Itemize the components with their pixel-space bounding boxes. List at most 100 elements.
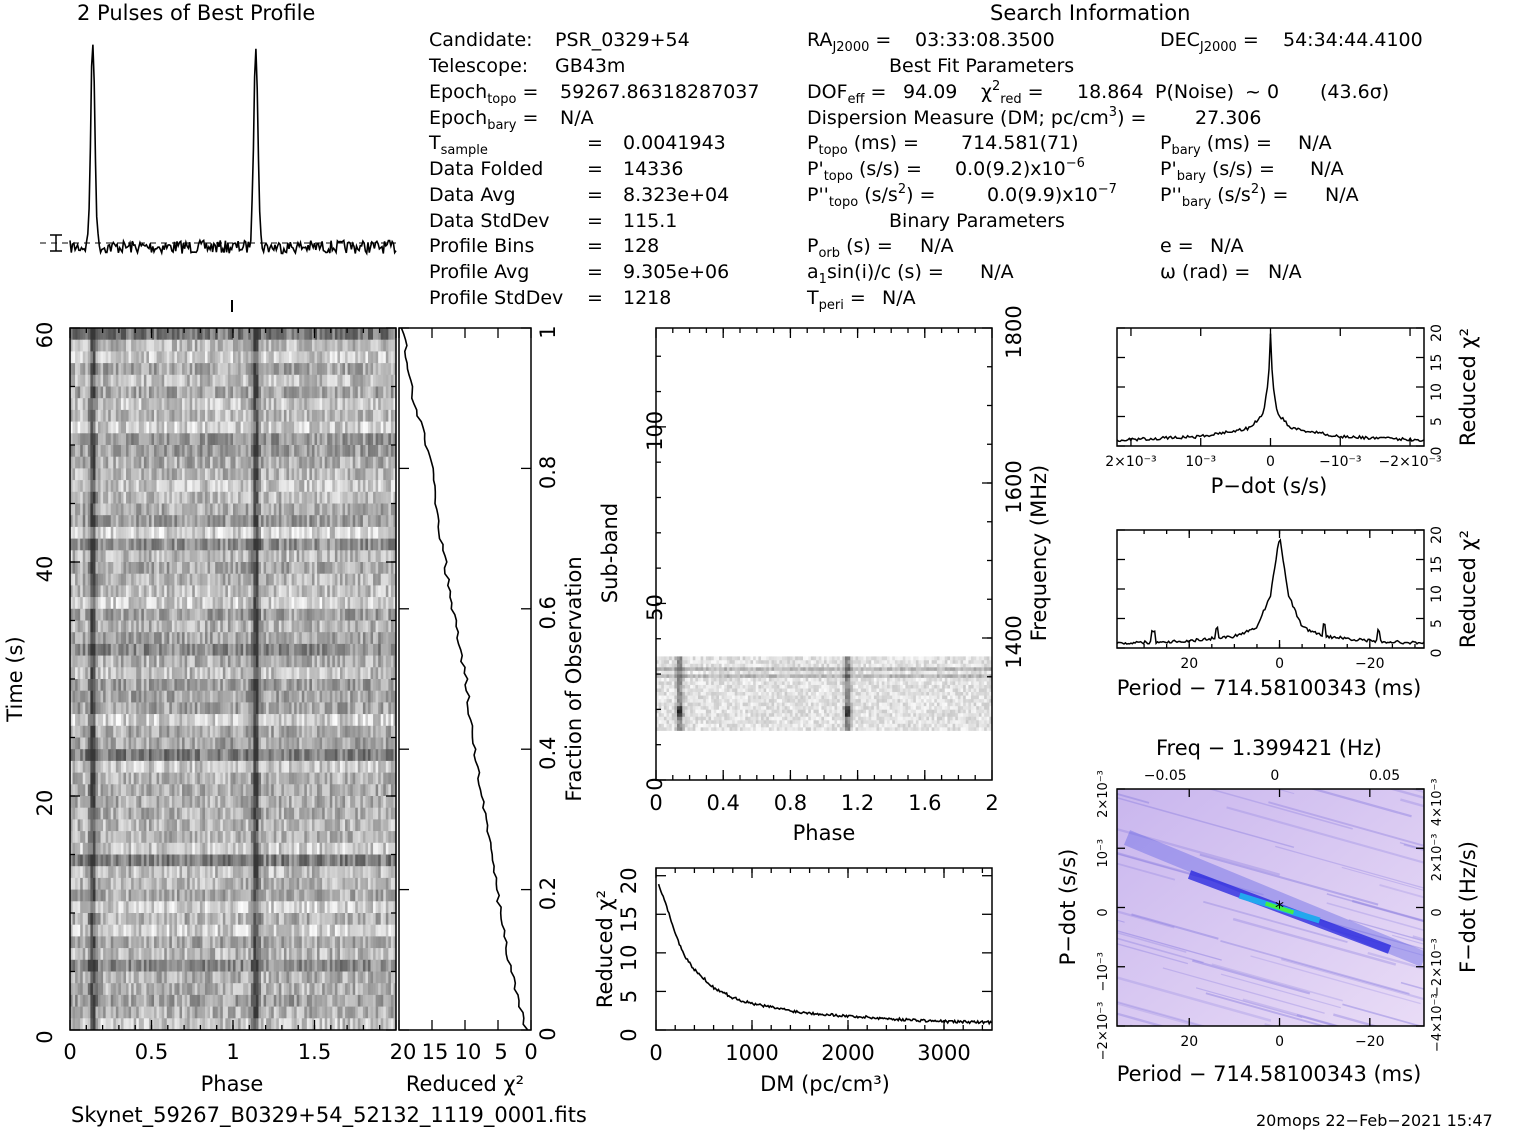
- time-phase-cell: [133, 597, 137, 610]
- time-phase-cell: [215, 339, 219, 352]
- time-phase-cell: [311, 480, 315, 493]
- time-phase-cell: [291, 363, 295, 376]
- time-phase-cell: [179, 562, 183, 574]
- time-phase-cell: [113, 468, 117, 481]
- time-phase-cell: [304, 409, 308, 422]
- time-phase-cell: [261, 655, 264, 668]
- time-phase-cell: [339, 737, 343, 750]
- time-phase-cell: [235, 433, 239, 446]
- time-phase-cell: [357, 491, 361, 504]
- time-phase-cell: [222, 760, 226, 773]
- time-phase-cell: [202, 503, 206, 516]
- time-phase-cell: [334, 374, 338, 387]
- time-phase-cell: [352, 409, 356, 422]
- time-phase-cell: [378, 749, 382, 762]
- time-phase-cell: [347, 538, 351, 551]
- time-phase-cell: [355, 339, 359, 352]
- time-phase-cell: [108, 363, 112, 376]
- time-phase-cell: [317, 491, 320, 504]
- time-phase-cell: [87, 386, 91, 399]
- time-phase-cell: [253, 538, 257, 551]
- time-phase-cell: [355, 632, 359, 645]
- time-phase-cell: [87, 491, 91, 504]
- time-phase-cell: [75, 480, 78, 493]
- time-phase-cell: [238, 620, 241, 633]
- time-phase-cell: [184, 480, 188, 493]
- time-phase-cell: [261, 351, 264, 364]
- time-phase-cell: [266, 749, 269, 762]
- time-phase-cell: [306, 643, 310, 656]
- time-phase-cell: [286, 608, 290, 621]
- time-phase-cell: [296, 491, 300, 504]
- time-phase-cell: [151, 433, 155, 446]
- time-phase-cell: [380, 620, 384, 633]
- time-phase-cell: [110, 597, 114, 610]
- time-phase-cell: [146, 655, 150, 668]
- time-phase-cell: [357, 702, 361, 715]
- time-phase-cell: [322, 526, 325, 539]
- time-phase-cell: [192, 679, 196, 691]
- time-phase-cell: [128, 351, 132, 364]
- time-phase-cell: [271, 608, 275, 621]
- time-phase-cell: [375, 433, 379, 446]
- time-phase-cell: [156, 468, 160, 481]
- time-phase-cell: [281, 585, 285, 598]
- time-phase-cell: [332, 725, 336, 738]
- time-phase-cell: [309, 550, 313, 563]
- time-phase-cell: [294, 503, 297, 516]
- time-phase-cell: [337, 749, 341, 762]
- dof-value: 94.09: [903, 81, 958, 103]
- time-phase-cell: [385, 421, 389, 434]
- time-phase-cell: [148, 386, 152, 399]
- time-phase-cell: [148, 421, 152, 434]
- time-phase-cell: [327, 328, 331, 340]
- time-phase-cell: [383, 456, 387, 469]
- time-phase-cell: [230, 702, 234, 715]
- time-phase-cell: [304, 725, 308, 738]
- time-phase-cell: [118, 690, 122, 703]
- time-phase-cell: [108, 760, 112, 773]
- time-phase-cell: [128, 515, 132, 528]
- time-phase-cell: [131, 456, 134, 469]
- time-phase-cell: [77, 620, 81, 633]
- time-phase-cell: [92, 608, 96, 621]
- time-phase-cell: [118, 573, 122, 586]
- time-phase-cell: [197, 480, 201, 493]
- time-phase-cell: [95, 445, 99, 457]
- time-phase-cell: [296, 386, 300, 399]
- time-phase-cell: [105, 398, 109, 411]
- time-phase-cell: [169, 456, 173, 469]
- time-phase-cell: [339, 573, 343, 586]
- time-phase-cell: [383, 339, 387, 352]
- time-phase-cell: [289, 737, 292, 750]
- time-phase-cell: [370, 386, 374, 399]
- time-phase-cell: [296, 760, 300, 773]
- time-phase-cell: [95, 503, 99, 516]
- time-phase-cell: [210, 409, 213, 422]
- time-phase-cell: [77, 515, 81, 528]
- time-phase-cell: [390, 503, 394, 516]
- time-phase-cell: [138, 725, 142, 738]
- time-phase-cell: [154, 339, 157, 352]
- time-phase-cell: [388, 538, 392, 551]
- time-phase-cell: [339, 608, 343, 621]
- time-phase-cell: [258, 480, 262, 493]
- time-phase-cell: [146, 702, 150, 715]
- time-phase-cell: [380, 655, 384, 668]
- time-phase-cell: [131, 655, 134, 668]
- time-phase-cell: [281, 643, 285, 656]
- time-phase-cell: [342, 328, 346, 340]
- time-phase-cell: [390, 725, 394, 738]
- time-phase-cell: [182, 398, 185, 411]
- time-phase-cell: [72, 597, 76, 610]
- time-phase-cell: [70, 737, 73, 750]
- time-phase-cell: [278, 503, 282, 516]
- time-phase-cell: [90, 737, 94, 750]
- time-phase-cell: [164, 468, 168, 481]
- time-phase-cell: [133, 421, 137, 434]
- time-phase-cell: [225, 643, 229, 656]
- time-phase-cell: [294, 421, 297, 434]
- time-phase-cell: [115, 339, 119, 352]
- time-phase-cell: [92, 749, 96, 762]
- time-phase-cell: [278, 538, 282, 551]
